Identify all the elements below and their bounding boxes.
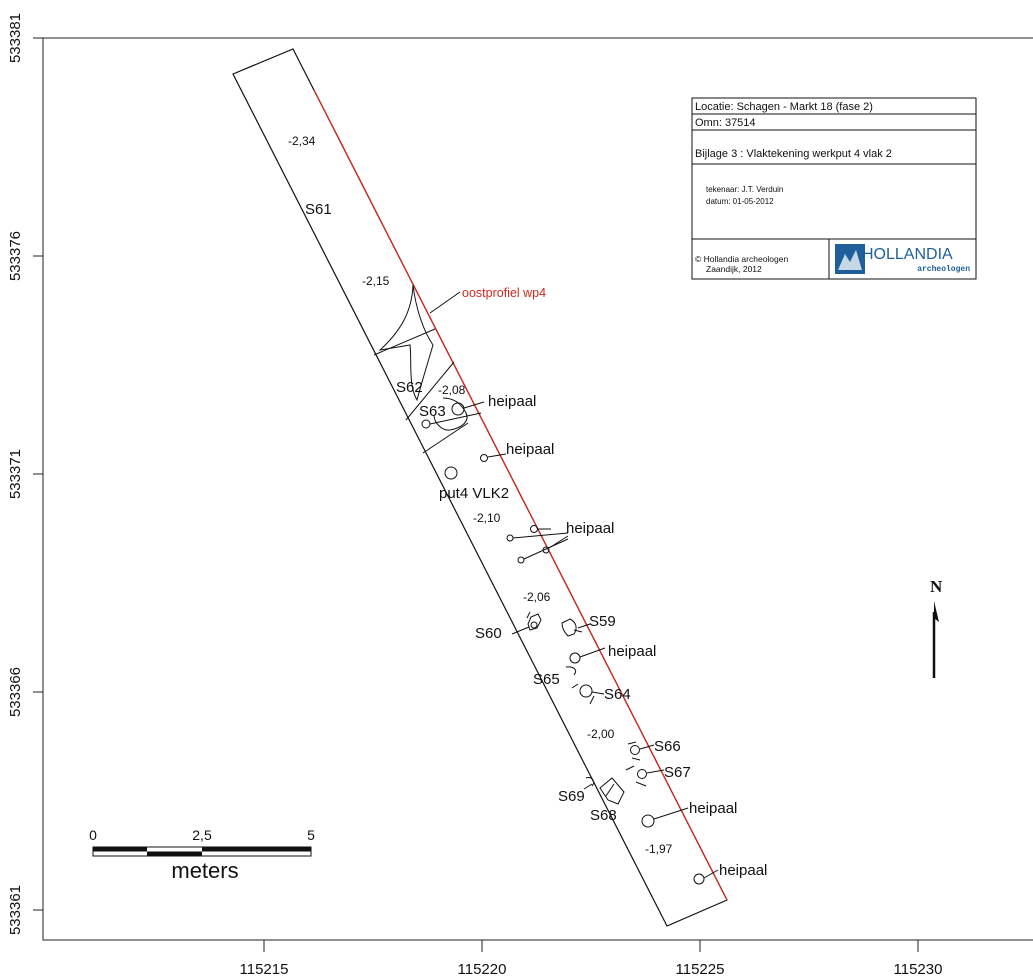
pile-circle [569,652,581,664]
pile-circle [641,814,655,828]
depth-label: -2,10 [473,511,501,525]
title-tekenaar: tekenaar: J.T. Verduin [706,185,783,194]
feature-label-s60: S60 [475,625,502,642]
y-tick-label: 533366 [7,667,24,717]
feature-label-s67: S67 [664,764,691,781]
small-features [511,611,665,805]
north-label: N [930,577,943,596]
s62-pit-outline [378,284,434,402]
y-tick-label: 533376 [7,231,24,281]
y-tick-label: 533361 [7,885,24,935]
profile-label: oostprofiel wp4 [462,286,546,300]
title-copyright-1: © Hollandia archeologen [695,254,788,264]
feature-label-s68: S68 [590,807,617,824]
y-tick-label: 533381 [7,13,24,63]
depth-label: -2,08 [438,383,466,397]
pile-circle [530,525,538,533]
logo-sub: archeologen [917,265,970,274]
heipaal-label: heipaal [566,520,614,537]
title-omn: Omn: 37514 [695,117,756,129]
feature-label-s69: S69 [558,788,585,805]
pile-circle [693,873,705,885]
profile-leader [429,291,461,314]
feature-label-s61: S61 [305,201,332,218]
feature-label-s63: S63 [419,403,446,420]
title-datum: datum: 01-05-2012 [706,197,774,206]
x-tick-label: 115220 [458,961,507,978]
pile-circle [517,556,525,564]
title-locatie: Locatie: Schagen - Markt 18 (fase 2) [695,101,873,113]
scale-bar: 0 2,5 5 meters [89,827,315,883]
heipaal-label: heipaal [488,393,536,410]
depth-label: -1,97 [645,842,673,856]
x-axis: 115215 115220 115225 115230 [240,940,943,978]
depth-label: -2,15 [362,274,390,288]
section-divider [373,328,436,356]
north-arrow: N [930,577,943,678]
depth-label: -2,00 [587,727,615,741]
pile-circle [444,466,458,480]
put-label: put4 VLK2 [439,485,509,502]
pile-circle [421,419,431,429]
scale-unit: meters [171,858,238,883]
title-block: Locatie: Schagen - Markt 18 (fase 2) Omn… [691,97,977,280]
section-divider [422,422,469,454]
heipaal-label: heipaal [506,441,554,458]
east-profile-line [313,89,728,901]
heipaal-label: heipaal [689,800,737,817]
section-divider [405,361,455,421]
heipaal-markers [421,401,719,885]
pile-circle [506,534,514,542]
pile-circle [480,454,488,462]
y-axis: 533381 533376 533371 533366 533361 [7,13,43,935]
hollandia-logo: HOLLANDIA archeologen [835,244,970,274]
feature-label-s66: S66 [654,738,681,755]
x-tick-label: 115225 [676,961,725,978]
x-tick-label: 115230 [894,961,943,978]
title-bijlage: Bijlage 3 : Vlaktekening werkput 4 vlak … [695,148,892,160]
scale-tick-0: 0 [89,827,97,843]
feature-label-s62: S62 [396,379,423,396]
map-frame [42,37,1033,941]
feature-label-s59: S59 [589,613,616,630]
title-copyright-2: Zaandijk, 2012 [706,264,762,274]
depth-label: -2,34 [288,134,316,148]
logo-name: HOLLANDIA [862,246,953,263]
y-tick-label: 533371 [7,449,24,499]
s63-outline [433,397,468,431]
x-tick-label: 115215 [240,961,289,978]
pile-circle [451,402,465,416]
scale-tick-2: 5 [307,827,315,843]
heipaal-label: heipaal [608,643,656,660]
heipaal-label: heipaal [719,862,767,879]
feature-label-s65: S65 [533,671,560,688]
depth-label: -2,06 [523,590,551,604]
feature-label-s64: S64 [604,686,631,703]
scale-tick-1: 2,5 [192,827,212,843]
